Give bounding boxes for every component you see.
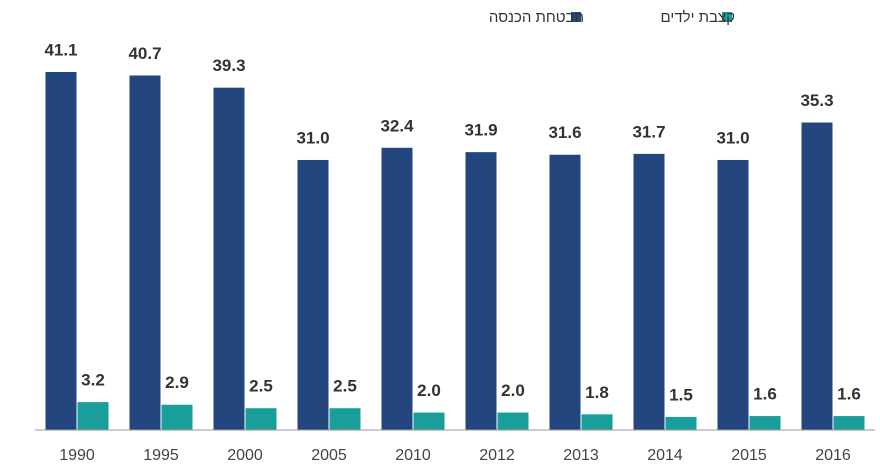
bar: [549, 154, 581, 430]
bar: [45, 72, 77, 430]
bar: [717, 159, 749, 431]
value-label: 31.9: [464, 121, 497, 140]
legend-label: הבטחת הכנסה: [489, 9, 584, 26]
value-label: 1.8: [585, 383, 609, 402]
x-tick-label: 2000: [227, 447, 263, 464]
bar: [465, 152, 497, 431]
x-tick-label: 2015: [731, 447, 767, 464]
value-label: 31.0: [716, 128, 749, 147]
value-label: 31.7: [632, 122, 665, 141]
value-label: 1.6: [753, 385, 777, 404]
bar: [801, 122, 833, 430]
value-label: 2.9: [165, 373, 189, 392]
bar: [581, 414, 613, 430]
bar: [77, 402, 109, 430]
bar: [749, 416, 781, 430]
value-label: 40.7: [128, 44, 161, 63]
bar: [665, 416, 697, 430]
bar: [161, 404, 193, 430]
value-label: 39.3: [212, 56, 245, 75]
bar: [245, 408, 277, 430]
value-label: 35.3: [800, 91, 833, 110]
x-tick-label: 2010: [395, 447, 431, 464]
legend-swatch: [722, 12, 732, 22]
bar: [833, 416, 865, 430]
value-label: 31.0: [296, 128, 329, 147]
legend-label: קצבת ילדים: [661, 9, 736, 26]
value-label: 1.6: [837, 385, 861, 404]
x-tick-label: 2013: [563, 447, 599, 464]
bar: [381, 147, 413, 431]
value-label: 2.5: [333, 377, 357, 396]
bar: [213, 87, 245, 430]
x-tick-label: 1995: [143, 447, 179, 464]
legend-swatch: [571, 12, 581, 22]
value-label: 3.2: [81, 371, 105, 390]
bar: [297, 159, 329, 431]
value-label: 32.4: [380, 116, 414, 135]
value-label: 41.1: [44, 40, 77, 59]
value-label: 2.0: [501, 381, 525, 400]
value-label: 31.6: [548, 123, 581, 142]
bar: [129, 75, 161, 430]
value-label: 2.0: [417, 381, 441, 400]
bar: [633, 153, 665, 430]
bar: [413, 412, 445, 430]
value-label: 2.5: [249, 377, 273, 396]
x-tick-label: 2012: [479, 447, 515, 464]
x-tick-label: 1990: [59, 447, 95, 464]
x-tick-label: 2016: [815, 447, 851, 464]
bar: [329, 408, 361, 430]
value-label: 1.5: [669, 385, 693, 404]
x-tick-label: 2005: [311, 447, 347, 464]
x-tick-label: 2014: [647, 447, 683, 464]
bar: [497, 412, 529, 430]
